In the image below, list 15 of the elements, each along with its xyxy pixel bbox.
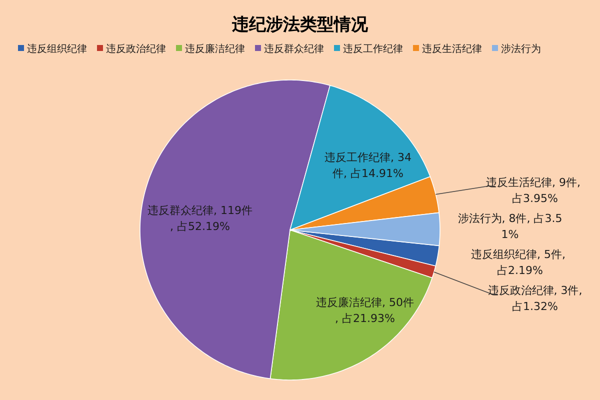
data-label: 违反群众纪律, 119件, 占52.19% [148, 204, 252, 233]
legend-label: 违反群众纪律 [264, 43, 324, 55]
legend-label: 涉法行为 [501, 43, 541, 55]
data-label: 违反廉洁纪律, 50件, 占21.93% [316, 296, 414, 325]
legend-label: 违反政治纪律 [106, 43, 166, 55]
legend-label: 违反工作纪律 [343, 43, 403, 55]
data-label: 违反组织纪律, 5件, 占2.19% [471, 248, 569, 277]
data-label: 违反生活纪律, 9件, 占3.95% [486, 176, 584, 205]
chart-title: 违纪涉法类型情况 [231, 15, 369, 35]
legend-label: 违反廉洁纪律 [185, 43, 245, 55]
data-label: 违反工作纪律, 34件, 占14.91% [324, 151, 412, 180]
legend-label: 违反组织纪律 [27, 43, 87, 55]
data-label: 涉法行为, 8件, 占3.51% [458, 212, 562, 241]
data-label: 违反政治纪律, 3件, 占1.32% [488, 284, 582, 313]
legend-label: 违反生活纪律 [422, 43, 482, 55]
